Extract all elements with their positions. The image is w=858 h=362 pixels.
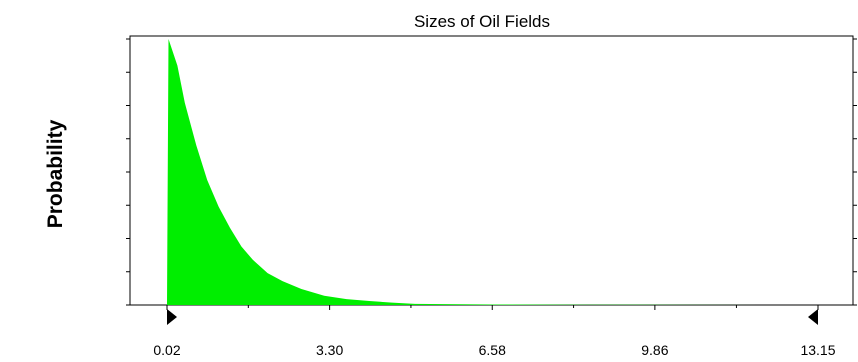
y-ticks [126,38,857,306]
x-tick-label-3: 9.86 [641,342,668,358]
chart-title: Sizes of Oil Fields [414,12,550,31]
x-tick-label-1: 3.30 [316,342,343,358]
x-ticks: 0.02 3.30 6.58 9.86 13.15 [153,305,836,358]
y-axis-label: Probability [44,119,67,228]
x-tick-label-2: 6.58 [479,342,506,358]
distribution-area [167,39,818,305]
left-boundary-marker[interactable] [167,309,177,325]
right-boundary-marker[interactable] [808,309,818,325]
x-tick-label-0: 0.02 [153,342,180,358]
x-tick-label-4: 13.15 [800,342,835,358]
